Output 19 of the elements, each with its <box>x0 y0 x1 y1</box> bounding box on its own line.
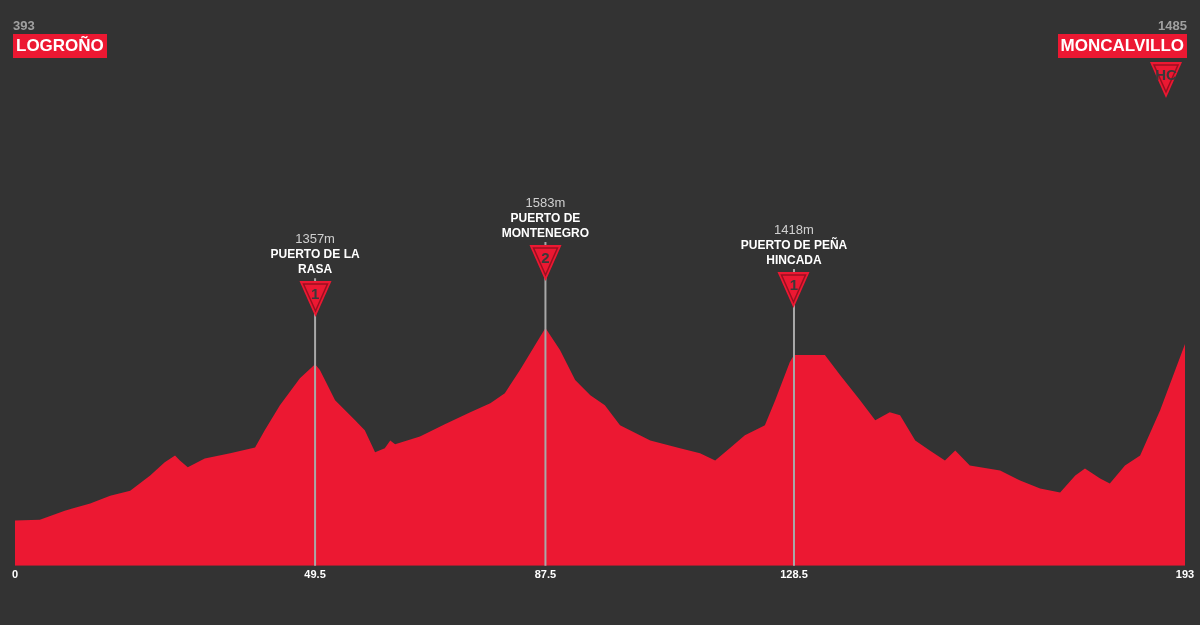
text: MONCALVILLO <box>1057 34 1187 58</box>
x-tick-label: 87.5 <box>534 568 557 581</box>
text: 393 <box>13 18 35 34</box>
ref-line-label: PUERTO DE MONTENEGRO <box>500 211 591 241</box>
x-tick-label: 193 <box>1175 568 1195 581</box>
ref-line-label: PUERTO DE PEÑA HINCADA <box>739 238 849 269</box>
x-tick-label: 0 <box>11 568 19 581</box>
text: 1 <box>788 276 800 294</box>
text: 1583m <box>525 195 566 211</box>
text: 1485 <box>1158 18 1187 34</box>
text: 1357m <box>295 231 335 248</box>
text: 1 <box>309 285 321 303</box>
text: LOGROÑO <box>13 34 107 58</box>
x-tick-label: 128.5 <box>780 568 808 581</box>
ref-line-label: PUERTO DE LA RASA <box>269 247 361 278</box>
text: 2 <box>540 249 551 266</box>
text: HC <box>1154 66 1178 83</box>
text: 1418m <box>774 222 814 239</box>
x-tick-label: 49.5 <box>304 568 326 581</box>
